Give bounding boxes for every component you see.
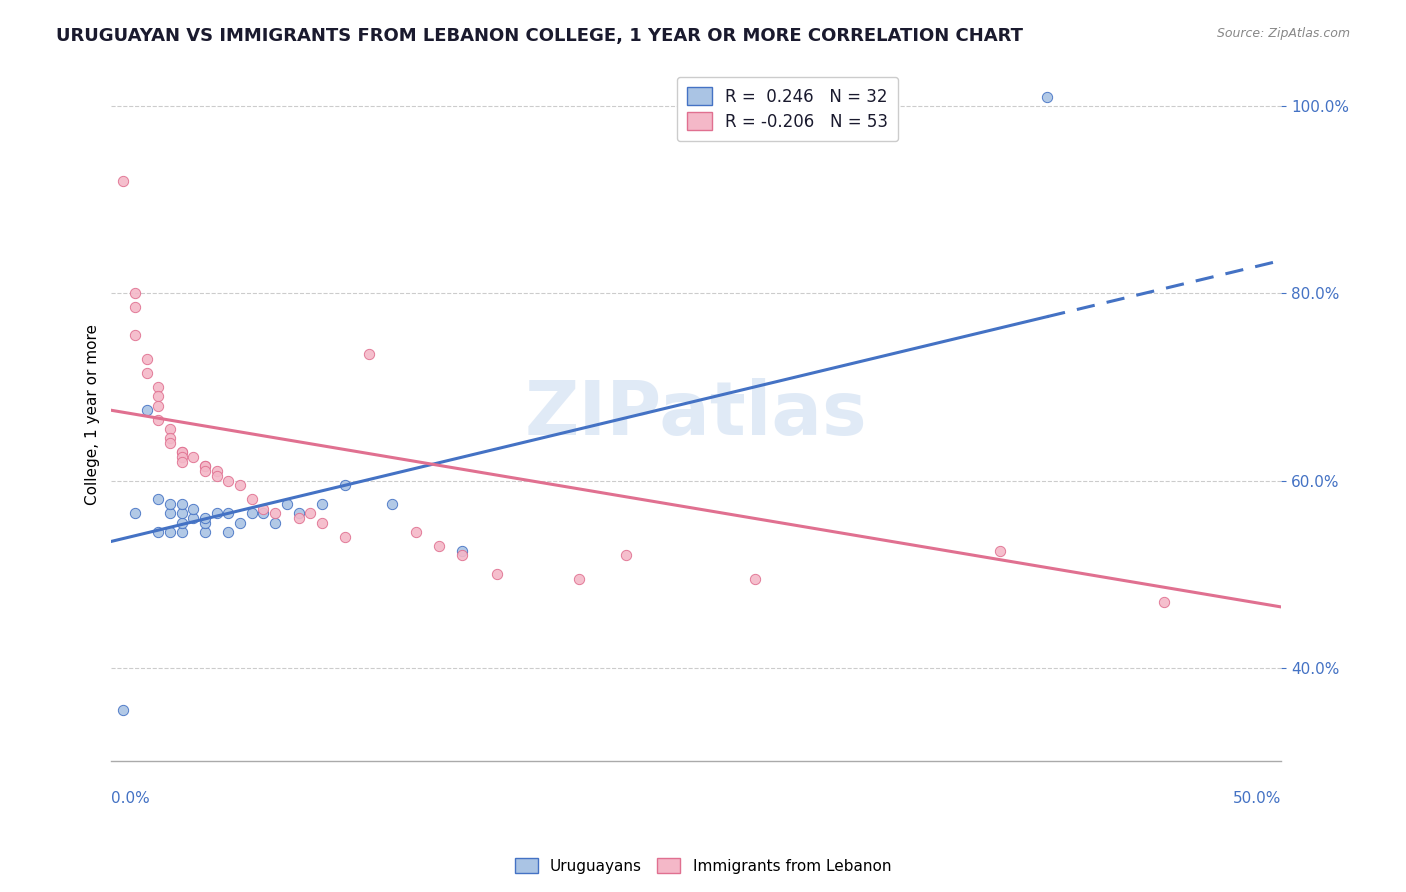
Text: ZIPatlas: ZIPatlas bbox=[524, 378, 868, 451]
Point bbox=[194, 516, 217, 530]
Point bbox=[205, 506, 228, 520]
Point bbox=[170, 524, 193, 539]
Point bbox=[240, 506, 263, 520]
Point bbox=[124, 286, 146, 301]
Point bbox=[381, 497, 404, 511]
Point bbox=[170, 445, 193, 459]
Point bbox=[229, 516, 252, 530]
Point bbox=[264, 506, 287, 520]
Point bbox=[170, 445, 193, 459]
Point bbox=[135, 351, 157, 366]
Point bbox=[252, 501, 274, 516]
Point bbox=[170, 450, 193, 464]
Point bbox=[194, 459, 217, 474]
Point bbox=[451, 543, 474, 558]
Point bbox=[486, 567, 509, 582]
Point bbox=[112, 174, 135, 188]
Point bbox=[568, 572, 591, 586]
Point bbox=[276, 497, 298, 511]
Point bbox=[181, 450, 204, 464]
Point bbox=[194, 524, 217, 539]
Point bbox=[148, 399, 170, 413]
Y-axis label: College, 1 year or more: College, 1 year or more bbox=[86, 325, 100, 506]
Point bbox=[755, 773, 778, 788]
Point bbox=[135, 366, 157, 380]
Point bbox=[148, 389, 170, 403]
Point bbox=[217, 474, 239, 488]
Point bbox=[205, 468, 228, 483]
Point bbox=[159, 431, 181, 445]
Point bbox=[124, 300, 146, 314]
Point bbox=[744, 572, 766, 586]
Point bbox=[181, 501, 204, 516]
Text: 0.0%: 0.0% bbox=[111, 791, 150, 806]
Point bbox=[159, 422, 181, 436]
Point bbox=[217, 524, 239, 539]
Point bbox=[148, 492, 170, 507]
Point bbox=[229, 478, 252, 492]
Point bbox=[1036, 89, 1059, 103]
Point bbox=[335, 530, 357, 544]
Point bbox=[357, 347, 380, 361]
Point bbox=[170, 516, 193, 530]
Point bbox=[252, 506, 274, 520]
Point bbox=[159, 436, 181, 450]
Point bbox=[135, 403, 157, 417]
Point bbox=[124, 506, 146, 520]
Point bbox=[194, 464, 217, 478]
Point bbox=[159, 524, 181, 539]
Text: 50.0%: 50.0% bbox=[1233, 791, 1281, 806]
Point bbox=[614, 549, 637, 563]
Point bbox=[264, 516, 287, 530]
Point bbox=[170, 497, 193, 511]
Point bbox=[311, 497, 333, 511]
Point bbox=[311, 516, 333, 530]
Point bbox=[427, 539, 450, 553]
Point bbox=[287, 511, 309, 525]
Point bbox=[159, 497, 181, 511]
Legend: Uruguayans, Immigrants from Lebanon: Uruguayans, Immigrants from Lebanon bbox=[509, 852, 897, 880]
Point bbox=[148, 524, 170, 539]
Point bbox=[148, 380, 170, 394]
Point bbox=[287, 506, 309, 520]
Point bbox=[124, 328, 146, 343]
Point bbox=[299, 506, 322, 520]
Point bbox=[148, 412, 170, 426]
Point bbox=[335, 478, 357, 492]
Point bbox=[240, 492, 263, 507]
Point bbox=[181, 511, 204, 525]
Point bbox=[159, 506, 181, 520]
Point bbox=[170, 506, 193, 520]
Point bbox=[405, 524, 427, 539]
Point bbox=[170, 455, 193, 469]
Point bbox=[194, 459, 217, 474]
Point bbox=[1153, 595, 1175, 609]
Point bbox=[217, 506, 239, 520]
Point bbox=[194, 511, 217, 525]
Point bbox=[990, 543, 1012, 558]
Point bbox=[451, 549, 474, 563]
Point bbox=[205, 464, 228, 478]
Text: Source: ZipAtlas.com: Source: ZipAtlas.com bbox=[1216, 27, 1350, 40]
Legend: R =  0.246   N = 32, R = -0.206   N = 53: R = 0.246 N = 32, R = -0.206 N = 53 bbox=[678, 77, 898, 141]
Text: URUGUAYAN VS IMMIGRANTS FROM LEBANON COLLEGE, 1 YEAR OR MORE CORRELATION CHART: URUGUAYAN VS IMMIGRANTS FROM LEBANON COL… bbox=[56, 27, 1024, 45]
Point bbox=[112, 703, 135, 717]
